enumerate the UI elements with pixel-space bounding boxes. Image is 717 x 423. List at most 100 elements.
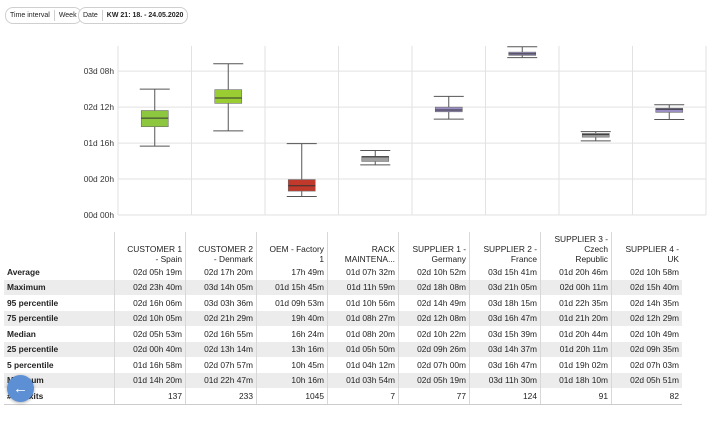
stats-table: CUSTOMER 1- Spain CUSTOMER 2- Denmark OEM … xyxy=(4,232,682,405)
table-cell: 02d 10h 49m xyxy=(611,326,682,342)
table-cell: 13h 16m xyxy=(256,341,328,357)
table-cell: 02d 07h 57m xyxy=(185,357,257,373)
table-cell: 03d 14h 05m xyxy=(185,279,257,295)
column-header-line: CUSTOMER 2 xyxy=(198,244,253,254)
column-header-line: Republic xyxy=(575,254,608,264)
table-row: 75 percentile 02d 10h 05m 02d 21h 29m 19h 4… xyxy=(4,310,682,326)
table-cell: 03d 21h 05m xyxy=(469,279,541,295)
header-corner xyxy=(4,232,115,264)
back-button[interactable]: ← xyxy=(7,375,34,402)
table-cell: 01d 11h 59m xyxy=(327,279,399,295)
table-cell: 01d 07h 32m xyxy=(327,264,399,280)
column-header-line: RACK xyxy=(371,244,395,254)
table-cell: 01d 05h 50m xyxy=(327,341,399,357)
box-7 xyxy=(581,133,610,138)
table-header-row: CUSTOMER 1- Spain CUSTOMER 2- Denmark OEM … xyxy=(4,232,682,264)
column-header-line: Czech xyxy=(584,244,608,254)
table-cell: 03d 18h 15m xyxy=(469,295,541,311)
column-header-line: SUPPLIER 2 - xyxy=(483,244,537,254)
column-header: SUPPLIER 4 - UK xyxy=(611,232,682,264)
column-header-line: France xyxy=(510,254,537,264)
table-cell: 01d 20h 11m xyxy=(540,341,612,357)
table-row: 95 percentile 02d 16h 06m 03d 03h 36m 01d 0… xyxy=(4,295,682,311)
date-value[interactable]: KW 21: 18. - 24.05.2020 xyxy=(106,12,184,19)
y-tick-label: 00d 00h xyxy=(84,210,115,220)
table-cell: 02d 12h 29m xyxy=(611,310,682,326)
table-cell: 02d 16h 55m xyxy=(185,326,257,342)
y-tick-label: 03d 08h xyxy=(84,66,115,76)
table-cell: 16h 24m xyxy=(256,326,328,342)
table-cell: 01d 03h 54m xyxy=(327,372,399,388)
column-header-line: 1 xyxy=(319,254,324,264)
table-cell: 02d 09h 26m xyxy=(398,341,470,357)
table-cell: 02d 10h 58m xyxy=(611,264,682,280)
table-cell: 02d 17h 20m xyxy=(185,264,257,280)
date-filter[interactable]: Date KW 21: 18. - 24.05.2020 xyxy=(78,7,189,24)
column-header: CUSTOMER 2- Denmark xyxy=(185,232,257,264)
column-header: RACK MAINTENA... xyxy=(327,232,399,264)
table-cell: 01d 16h 58m xyxy=(114,357,186,373)
box-5 xyxy=(434,106,463,113)
column-header: SUPPLIER 1 - Germany xyxy=(398,232,470,264)
table-cell: 02d 05h 19m xyxy=(114,264,186,280)
table-row: 5 percentile 01d 16h 58m 02d 07h 57m 10h 45… xyxy=(4,357,682,373)
column-header: SUPPLIER 2 - France xyxy=(469,232,541,264)
time-interval-label: Time interval xyxy=(10,12,50,19)
table-cell: 01d 19h 02m xyxy=(540,357,612,373)
table-cell: 01d 14h 20m xyxy=(114,372,186,388)
column-header-line: - Denmark xyxy=(213,254,253,264)
table-cell: 10h 16m xyxy=(256,372,328,388)
table-cell: 01d 15h 45m xyxy=(256,279,328,295)
table-cell: 137 xyxy=(114,388,186,405)
column-header-line: SUPPLIER 4 - xyxy=(625,244,679,254)
y-tick-label: 01d 16h xyxy=(84,138,115,148)
column-header: CUSTOMER 1- Spain xyxy=(114,232,186,264)
table-cell: 02d 05h 51m xyxy=(611,372,682,388)
box-2 xyxy=(214,89,243,104)
table-cell: 7 xyxy=(327,388,399,405)
table-cell: 02d 07h 03m xyxy=(611,357,682,373)
row-label: 95 percentile xyxy=(7,297,59,308)
column-header-line: MAINTENA... xyxy=(344,254,395,264)
table-cell: 02d 21h 29m xyxy=(185,310,257,326)
filter-divider xyxy=(101,10,103,21)
table-cell: 02d 10h 05m xyxy=(114,310,186,326)
filter-divider xyxy=(53,10,55,21)
row-label: Median xyxy=(7,328,36,339)
table-cell: 01d 04h 12m xyxy=(327,357,399,373)
column-header-line: UK xyxy=(667,254,679,264)
box-4 xyxy=(361,156,390,162)
column-header-line: CUSTOMER 1 xyxy=(127,244,182,254)
column-header-line: SUPPLIER 3 - xyxy=(554,234,608,244)
table-cell: 01d 22h 47m xyxy=(185,372,257,388)
table-row: Average 02d 05h 19m 02d 17h 20m 17h 49m 01d … xyxy=(4,264,682,280)
column-header-line: - Spain xyxy=(155,254,182,264)
table-cell: 17h 49m xyxy=(256,264,328,280)
table-cell: 02d 16h 06m xyxy=(114,295,186,311)
time-interval-filter[interactable]: Time interval Week xyxy=(5,7,82,24)
table-cell: 02d 13h 14m xyxy=(185,341,257,357)
table-row: 25 percentile 02d 00h 40m 02d 13h 14m 13h 1… xyxy=(4,341,682,357)
table-cell: 01d 08h 27m xyxy=(327,310,399,326)
column-header: OEM - Factory 1 xyxy=(256,232,328,264)
table-cell: 10h 45m xyxy=(256,357,328,373)
table-cell: 02d 23h 40m xyxy=(114,279,186,295)
date-label: Date xyxy=(83,12,98,19)
column-header-line: SUPPLIER 1 - xyxy=(412,244,466,254)
box-1 xyxy=(140,110,169,128)
table-cell: 02d 09h 35m xyxy=(611,341,682,357)
table-cell: 01d 20h 46m xyxy=(540,264,612,280)
table-cell: 02d 15h 40m xyxy=(611,279,682,295)
table-cell: 03d 15h 39m xyxy=(469,326,541,342)
table-cell: 91 xyxy=(540,388,612,405)
column-header-line: Germany xyxy=(431,254,466,264)
table-row: Median 02d 05h 53m 02d 16h 55m 16h 24m 01d 0… xyxy=(4,326,682,342)
table-cell: 02d 18h 08m xyxy=(398,279,470,295)
time-interval-value[interactable]: Week xyxy=(58,12,77,19)
table-cell: 02d 05h 19m xyxy=(398,372,470,388)
table-cell: 77 xyxy=(398,388,470,405)
boxplot-chart: 03d 08h 02d 12h 01d 16h 00d 20h 00d 00h xyxy=(84,46,707,220)
table-cell: 03d 16h 47m xyxy=(469,310,541,326)
